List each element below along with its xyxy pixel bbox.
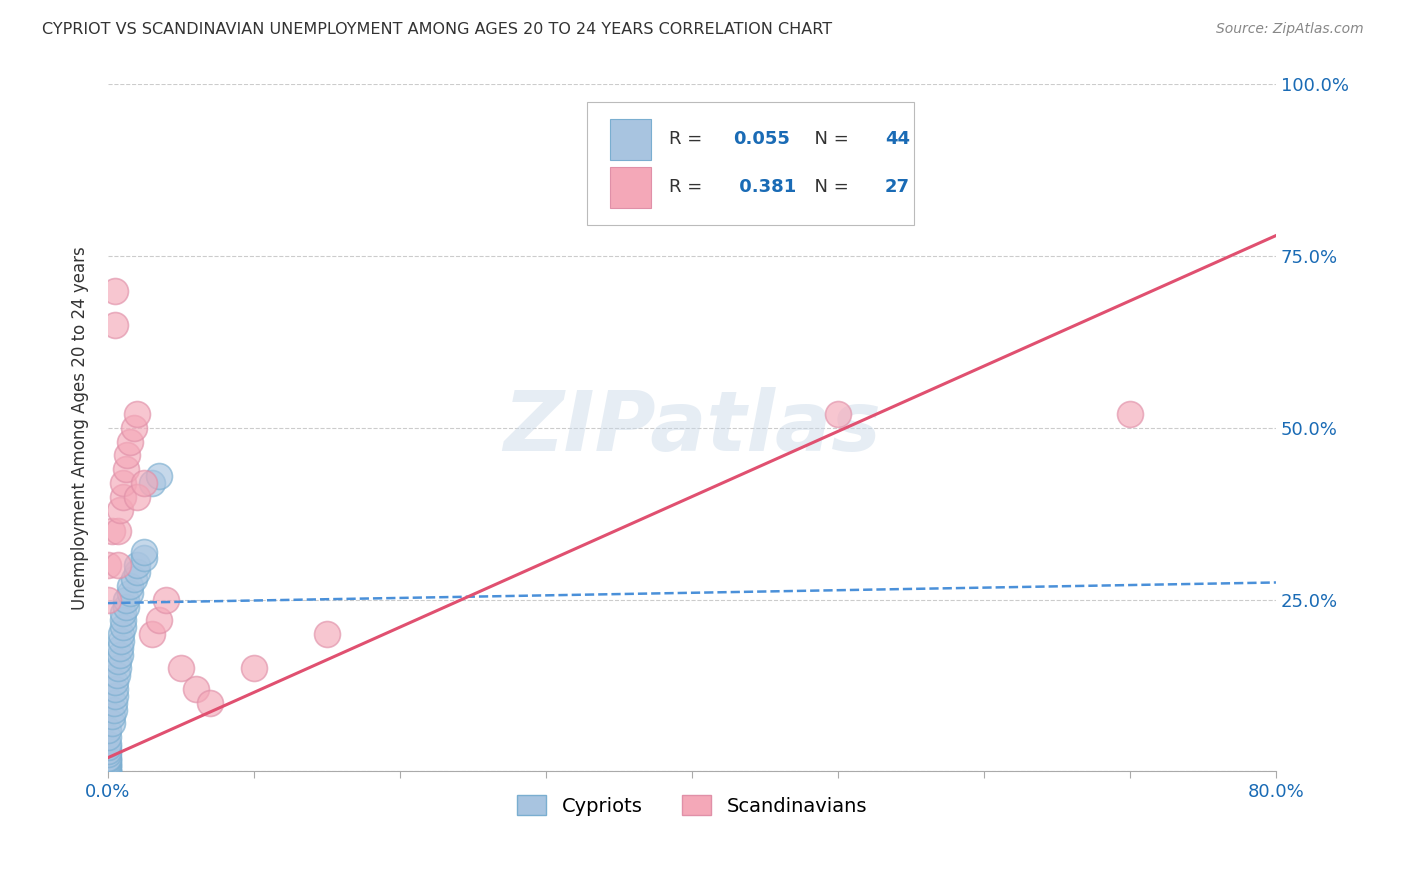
Point [97,764,120,779]
Point [111,613,134,627]
Point [97,761,120,775]
Point [118,586,141,600]
Point [118,434,141,449]
Text: 44: 44 [884,130,910,148]
Text: 27: 27 [884,178,910,196]
Point [97,737,120,751]
Point [316,627,339,641]
Point [108,648,131,662]
Y-axis label: Unemployment Among Ages 20 to 24 years: Unemployment Among Ages 20 to 24 years [72,246,89,610]
Point [107,661,129,675]
Point [104,675,127,690]
Point [127,558,149,573]
Point [101,716,124,731]
Point [97,752,120,766]
Text: R =: R = [669,130,707,148]
Point [97,730,120,744]
Point [110,633,132,648]
Point [97,723,120,738]
Point [122,421,145,435]
Point [141,475,163,490]
Point [114,462,136,476]
Text: ZIPatlas: ZIPatlas [503,387,882,468]
Point [115,449,138,463]
Text: R =: R = [669,178,707,196]
Point [97,756,120,771]
Point [127,565,149,579]
Point [134,544,156,558]
Point [111,607,134,621]
Point [97,592,120,607]
Point [127,407,149,421]
Text: CYPRIOT VS SCANDINAVIAN UNEMPLOYMENT AMONG AGES 20 TO 24 YEARS CORRELATION CHART: CYPRIOT VS SCANDINAVIAN UNEMPLOYMENT AMO… [42,22,832,37]
Legend: Cypriots, Scandinavians: Cypriots, Scandinavians [509,788,875,823]
Point [97,747,120,762]
Point [111,620,134,634]
Point [97,558,120,573]
Point [1119,407,1142,421]
Point [105,668,128,682]
Point [108,503,131,517]
Point [118,579,141,593]
Text: 0.055: 0.055 [733,130,790,148]
Point [97,764,120,779]
Point [110,627,132,641]
Point [97,764,120,779]
Point [134,475,156,490]
Point [97,750,120,764]
Point [97,757,120,772]
Point [107,524,129,538]
Point [104,284,127,298]
Point [97,740,120,755]
Point [103,702,125,716]
Point [134,551,156,566]
Point [107,558,129,573]
Point [103,696,125,710]
Point [141,627,163,641]
Point [101,709,124,723]
Point [148,469,170,483]
Point [104,318,127,332]
Point [243,661,266,675]
Point [111,490,134,504]
FancyBboxPatch shape [610,119,651,160]
Point [122,572,145,586]
Point [108,640,131,655]
Point [198,696,221,710]
Text: 0.381: 0.381 [733,178,796,196]
Point [148,613,170,627]
Point [97,754,120,768]
Text: Source: ZipAtlas.com: Source: ZipAtlas.com [1216,22,1364,37]
Point [114,599,136,614]
Point [104,681,127,696]
Point [114,592,136,607]
Point [127,490,149,504]
Point [97,744,120,758]
Point [111,475,134,490]
Point [97,759,120,773]
FancyBboxPatch shape [610,167,651,208]
Point [104,689,127,703]
FancyBboxPatch shape [586,102,914,226]
Point [827,407,849,421]
Text: N =: N = [803,130,855,148]
Point [101,524,124,538]
Point [155,592,177,607]
Point [170,661,193,675]
Point [184,681,207,696]
Text: N =: N = [803,178,855,196]
Point [107,655,129,669]
